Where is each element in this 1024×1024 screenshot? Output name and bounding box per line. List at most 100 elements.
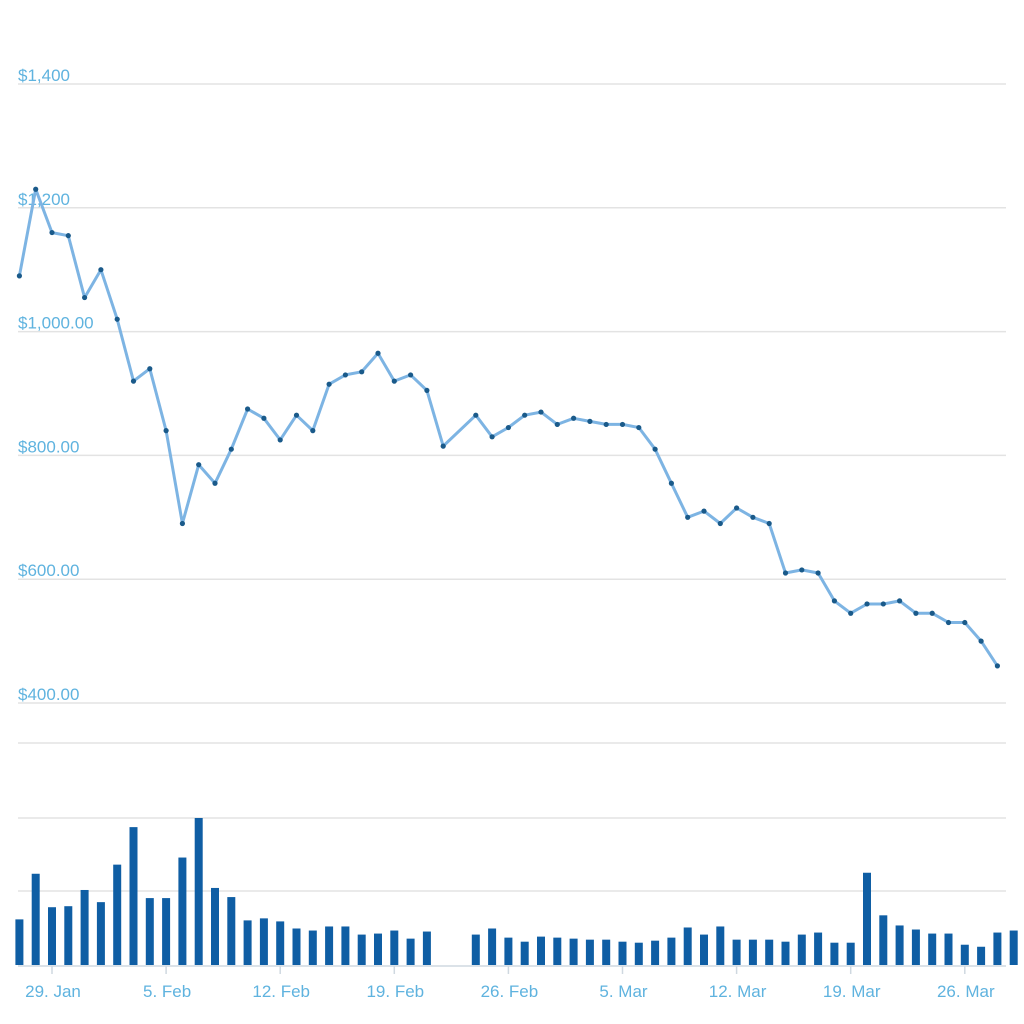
price-point	[522, 412, 528, 418]
price-point	[668, 480, 675, 486]
x-tick-label: 29. Jan	[25, 982, 81, 1001]
volume-bar	[716, 926, 725, 965]
x-tick-label: 26. Mar	[937, 982, 995, 1001]
volume-bar	[602, 939, 611, 965]
price-point	[277, 437, 283, 443]
price-point	[179, 520, 185, 527]
volume-bar	[618, 941, 627, 965]
price-point	[130, 378, 137, 384]
volume-bar	[145, 898, 154, 965]
volume-bar	[308, 930, 317, 965]
price-point	[228, 446, 234, 452]
price-point	[962, 619, 968, 626]
volume-bar	[765, 939, 774, 965]
volume-bar	[977, 946, 986, 965]
volume-bar	[895, 925, 904, 965]
x-axis: 29. Jan 5. Feb 12. Feb 19. Feb 26. Feb 5. Mar…	[18, 965, 1006, 1001]
price-point	[245, 406, 251, 412]
y-tick-label: $600.00	[18, 561, 79, 580]
price-point	[408, 372, 414, 378]
volume-bar	[96, 902, 105, 965]
volume-bar	[993, 932, 1002, 965]
volume-bar	[814, 932, 823, 965]
volume-bar	[227, 897, 236, 965]
volume-bars	[15, 818, 1018, 965]
volume-bar	[80, 889, 89, 965]
x-tick-label: 5. Mar	[599, 982, 648, 1001]
price-point	[815, 570, 821, 576]
volume-bar	[748, 939, 757, 965]
grid-lines	[18, 83, 1006, 892]
volume-bar	[15, 919, 24, 965]
price-point	[929, 610, 935, 616]
price-point	[65, 233, 71, 239]
price-point	[440, 443, 446, 449]
y-tick-label: $400.00	[18, 685, 79, 704]
price-point	[831, 598, 838, 604]
volume-bar	[683, 927, 692, 965]
x-tick-label: 12. Mar	[709, 982, 767, 1001]
price-point	[489, 434, 495, 440]
price-point	[603, 421, 609, 428]
volume-bar	[944, 933, 953, 965]
volume-bar	[651, 940, 660, 965]
volume-bar	[292, 928, 301, 965]
price-point	[326, 381, 332, 387]
x-tick-label: 12. Feb	[252, 982, 310, 1001]
volume-bar	[634, 942, 643, 965]
price-point	[424, 387, 430, 394]
volume-bar	[667, 937, 676, 965]
volume-bar	[162, 898, 171, 965]
price-point	[33, 186, 39, 192]
volume-bar	[781, 941, 790, 965]
price-point	[994, 663, 1001, 669]
price-point	[799, 567, 805, 573]
volume-bar	[700, 934, 708, 965]
price-point	[619, 421, 626, 428]
price-point	[945, 619, 952, 626]
price-point	[652, 446, 658, 452]
volume-bar	[846, 942, 855, 965]
y-tick-label: $800.00	[18, 437, 79, 456]
price-point	[49, 229, 55, 236]
price-point	[897, 598, 903, 604]
y-axis-tick-labels: $1,400 $1,200 $1,000.00 $800.00 $600.00 $400.…	[18, 66, 94, 704]
volume-bar	[243, 920, 252, 965]
price-point	[782, 570, 789, 576]
volume-bar	[879, 915, 888, 965]
volume-bar	[48, 907, 56, 965]
volume-bar	[504, 937, 513, 965]
volume-bar	[406, 938, 415, 965]
price-point	[913, 610, 919, 616]
price-point	[538, 409, 544, 415]
price-point	[82, 294, 88, 301]
volume-bar	[928, 933, 937, 965]
volume-bar	[390, 930, 399, 965]
volume-bar	[113, 864, 122, 965]
price-point	[750, 514, 756, 520]
x-tick-label: 26. Feb	[481, 982, 539, 1001]
volume-bar	[357, 934, 366, 965]
price-point	[473, 412, 479, 418]
price-point	[391, 378, 397, 384]
price-point	[114, 316, 120, 322]
volume-bar	[129, 827, 138, 965]
price-point	[978, 638, 984, 644]
volume-bar	[325, 926, 334, 965]
volume-bar	[830, 942, 839, 965]
volume-bar	[488, 928, 497, 965]
price-point	[342, 372, 348, 378]
price-point	[212, 480, 218, 486]
volume-bar	[911, 929, 920, 965]
price-point	[310, 428, 316, 434]
volume-bar	[259, 918, 268, 965]
volume-bar	[194, 818, 203, 965]
volume-bar	[178, 857, 187, 965]
volume-bar	[471, 934, 480, 965]
price-line	[17, 187, 999, 667]
price-point	[734, 505, 740, 511]
price-point	[571, 415, 577, 421]
volume-bar	[585, 939, 594, 965]
price-point	[864, 601, 870, 607]
price-point	[848, 610, 854, 616]
